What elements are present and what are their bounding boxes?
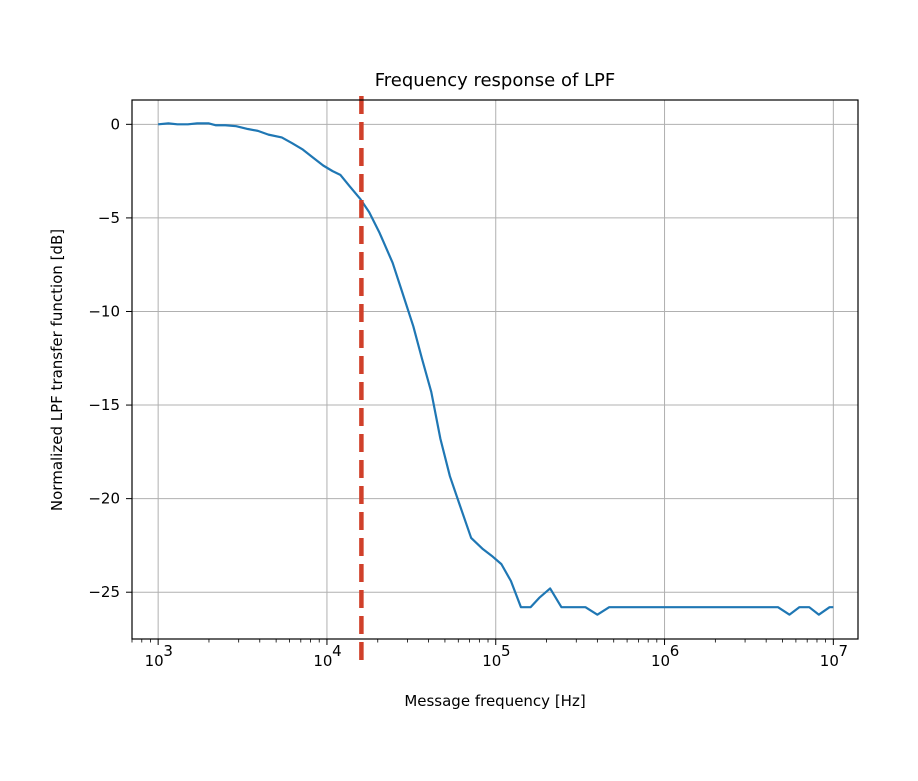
x-tick-label: 10 bbox=[482, 652, 501, 670]
series-line bbox=[158, 122, 834, 616]
x-tick-label-exponent: 5 bbox=[501, 642, 511, 660]
x-tick-label: 10 bbox=[145, 652, 164, 670]
x-axis-label: Message frequency [Hz] bbox=[404, 692, 585, 710]
y-axis-label: Normalized LPF transfer function [dB] bbox=[48, 229, 66, 511]
x-tick-label-exponent: 4 bbox=[332, 642, 342, 660]
grid bbox=[132, 100, 858, 639]
y-axis-ticks: 0 −5 −10 −15 −20 −25 bbox=[88, 115, 132, 601]
chart-title: Frequency response of LPF bbox=[375, 70, 616, 91]
y-tick-label: 0 bbox=[110, 115, 120, 133]
y-tick-label: −5 bbox=[98, 209, 120, 227]
y-tick-label: −15 bbox=[88, 396, 120, 414]
y-tick-label: −10 bbox=[88, 302, 120, 320]
x-tick-label-exponent: 7 bbox=[839, 642, 849, 660]
x-tick-label: 10 bbox=[651, 652, 670, 670]
axes-frame bbox=[131, 99, 859, 640]
x-tick-label: 10 bbox=[313, 652, 332, 670]
x-tick-label-exponent: 6 bbox=[670, 642, 680, 660]
y-tick-label: −25 bbox=[88, 583, 120, 601]
x-tick-label-exponent: 3 bbox=[163, 642, 173, 660]
y-tick-label: −20 bbox=[88, 490, 120, 508]
plot-area bbox=[158, 96, 834, 667]
x-tick-label: 10 bbox=[820, 652, 839, 670]
